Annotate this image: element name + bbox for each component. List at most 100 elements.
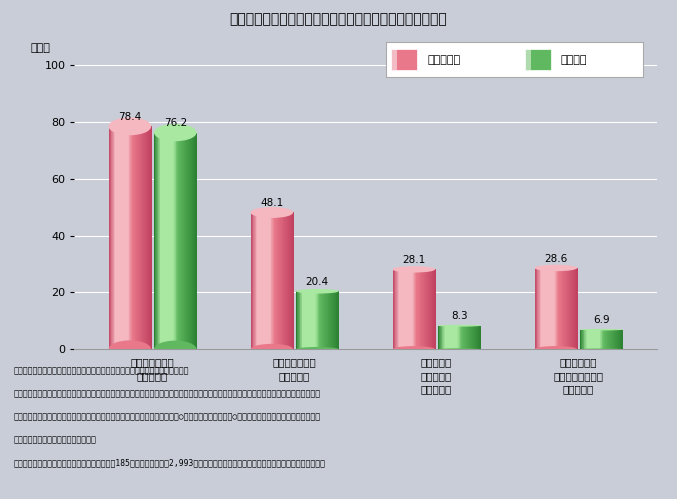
Text: 任意団体: 任意団体 — [561, 55, 588, 65]
Bar — [158, 133, 159, 349]
Bar — [184, 133, 185, 349]
Bar — [575, 268, 577, 349]
Bar — [142, 126, 144, 349]
Bar — [596, 330, 598, 349]
Bar — [545, 268, 546, 349]
Bar — [541, 268, 542, 349]
Ellipse shape — [250, 207, 293, 218]
Bar — [274, 213, 276, 349]
Bar — [406, 269, 407, 349]
Bar — [411, 269, 412, 349]
Bar — [138, 126, 139, 349]
Bar — [562, 268, 563, 349]
Bar — [417, 269, 418, 349]
Bar — [303, 291, 304, 349]
Bar — [302, 291, 303, 349]
Text: 28.1: 28.1 — [402, 255, 425, 265]
Bar — [146, 126, 147, 349]
Bar — [446, 326, 447, 349]
Bar — [429, 269, 431, 349]
Bar — [572, 268, 573, 349]
FancyBboxPatch shape — [391, 49, 397, 70]
Bar — [442, 326, 443, 349]
Text: ＮＰＯ法人: ＮＰＯ法人 — [427, 55, 460, 65]
Bar — [571, 268, 572, 349]
Text: 48.1: 48.1 — [260, 198, 284, 208]
Bar — [448, 326, 449, 349]
Bar — [276, 213, 277, 349]
Bar — [573, 268, 574, 349]
Bar — [316, 291, 317, 349]
Bar — [273, 213, 274, 349]
Ellipse shape — [108, 117, 151, 135]
Bar — [121, 126, 122, 349]
Bar — [188, 133, 189, 349]
Bar — [549, 268, 550, 349]
Bar — [471, 326, 472, 349]
Bar — [123, 126, 124, 349]
Bar — [564, 268, 565, 349]
Bar — [450, 326, 451, 349]
Bar — [590, 330, 591, 349]
Bar — [469, 326, 470, 349]
Bar — [289, 213, 290, 349]
Bar — [588, 330, 589, 349]
Bar — [284, 213, 285, 349]
FancyBboxPatch shape — [525, 49, 550, 70]
Bar — [276, 213, 278, 349]
Bar — [461, 326, 462, 349]
Bar — [412, 269, 413, 349]
Bar — [141, 126, 143, 349]
Bar — [124, 126, 125, 349]
Bar — [426, 269, 427, 349]
Bar — [439, 326, 440, 349]
Bar — [422, 269, 423, 349]
Bar — [593, 330, 594, 349]
Bar — [395, 269, 396, 349]
Bar — [338, 291, 339, 349]
Bar — [414, 269, 415, 349]
Bar — [265, 213, 266, 349]
Bar — [175, 133, 176, 349]
Bar — [543, 268, 544, 349]
Bar — [431, 269, 433, 349]
Bar — [586, 330, 588, 349]
Bar — [619, 330, 621, 349]
Ellipse shape — [438, 348, 481, 350]
Bar — [172, 133, 173, 349]
Bar — [434, 269, 435, 349]
Bar — [574, 268, 575, 349]
Bar — [332, 291, 333, 349]
Bar — [304, 291, 305, 349]
Bar — [113, 126, 114, 349]
Bar — [563, 268, 565, 349]
Bar — [565, 268, 566, 349]
Bar — [586, 330, 587, 349]
Bar — [542, 268, 543, 349]
Text: ２．「貴団体に会員制度はありますか。」という問に対して「ある」と回答した団体に対して更に「貴団体では、どのような人を: ２．「貴団体に会員制度はありますか。」という問に対して「ある」と回答した団体に対… — [14, 390, 321, 399]
Bar — [308, 291, 309, 349]
Bar — [478, 326, 479, 349]
Bar — [401, 269, 402, 349]
Ellipse shape — [250, 344, 293, 355]
Bar — [554, 268, 555, 349]
Bar — [171, 133, 172, 349]
Bar — [189, 133, 190, 349]
Bar — [539, 268, 540, 349]
Bar — [256, 213, 257, 349]
Bar — [286, 213, 287, 349]
Bar — [282, 213, 283, 349]
Bar — [592, 330, 593, 349]
Bar — [608, 330, 609, 349]
Bar — [317, 291, 318, 349]
Bar — [314, 291, 315, 349]
Ellipse shape — [535, 264, 577, 271]
Bar — [326, 291, 327, 349]
Bar — [455, 326, 456, 349]
Text: （％）: （％） — [31, 43, 51, 53]
Ellipse shape — [393, 266, 435, 272]
Bar — [559, 268, 560, 349]
Bar — [408, 269, 410, 349]
Bar — [609, 330, 611, 349]
Bar — [430, 269, 431, 349]
